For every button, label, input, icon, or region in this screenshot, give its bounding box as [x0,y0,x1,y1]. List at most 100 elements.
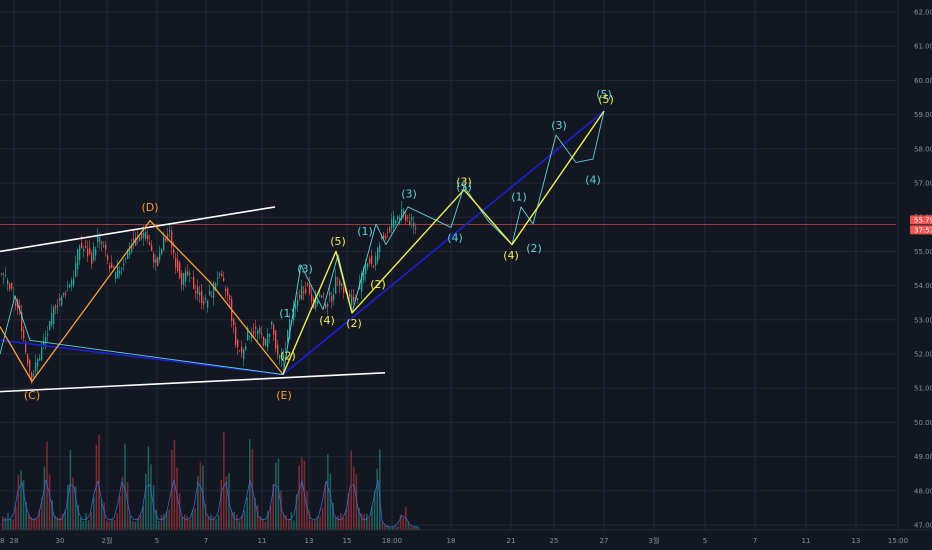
volume-bar [59,517,61,530]
candle-body [215,283,217,291]
x-tick-label: 25 [550,537,559,545]
volume-bar [116,512,118,530]
volume-bar [210,514,212,530]
candle-body [137,235,139,237]
volume-bar [254,497,256,530]
volume-bar [126,482,129,530]
candle-body [35,362,37,372]
volume-bar [384,525,386,530]
volume-bar [386,525,389,530]
candle-body [377,247,379,262]
volume-bar [67,484,69,530]
candle-body [397,216,399,220]
volume-bar [142,505,144,530]
volume-bar [134,521,137,530]
candle-body [283,354,285,360]
candle-body [407,217,409,219]
x-tick-label: 30 [56,537,65,545]
candle-body [135,237,137,246]
candle-body [123,263,125,266]
volume-bar [225,476,228,530]
candle-body [113,266,115,268]
candle-body [25,342,27,353]
x-tick-label: 11 [258,537,267,545]
volume-bar [233,512,235,530]
candle-body [165,238,167,241]
volume-bar [93,496,95,530]
volume-bar [285,515,287,530]
candle-body [169,230,171,232]
candle-body [65,293,67,295]
candle-body [279,355,281,359]
y-tick-label: 62.00 [914,9,932,17]
candle-body [233,319,235,326]
volume-bar [80,517,82,530]
volume-bar [262,518,264,530]
candle-body [311,293,313,302]
volume-bar [306,491,308,530]
y-tick-label: 51.00 [914,385,932,393]
x-tick-label: 18 [447,537,456,545]
candle-body [217,278,219,279]
volume-bar [371,506,373,530]
candle-body [149,242,151,246]
volume-bar [98,434,100,530]
volume-bar [38,511,40,530]
volume-bar [321,508,324,530]
volume-bar [20,470,22,530]
x-tick-label: 5 [703,537,707,545]
candle-body [317,301,319,304]
candle-body [319,294,321,297]
candle-body [367,263,369,268]
volume-bar [275,462,277,530]
x-tick-label: 18:00 [382,537,402,545]
volume-bar [64,511,66,530]
candle-body [261,332,263,335]
candle-body [353,297,355,301]
volume-bar [360,513,363,530]
volume-bar [43,466,46,530]
price-tags: 55.79 37:57 [910,215,932,234]
candle-body [205,298,207,300]
candle-body [277,345,279,356]
y-tick-label: 55.00 [914,248,932,256]
volume-bar [41,497,43,530]
candle-body [201,290,203,304]
candle-body [297,299,299,306]
candle-body [379,245,381,253]
candle-body [111,263,113,268]
wave-label: (4) [585,174,601,187]
volume-bar [129,515,131,530]
volume-bar [12,519,14,530]
candle-body [209,290,211,296]
candle-body [107,255,109,261]
candle-body [197,286,199,295]
volume-bar [181,517,183,530]
volume-bar [340,513,342,530]
x-tick-label: 21 [507,537,516,545]
volume-bar [54,515,56,530]
candle-body [75,263,77,277]
volume-bar [269,505,272,530]
candle-body [177,260,179,272]
candle-body [333,294,335,300]
volume-bar [9,519,12,530]
candle-body [223,277,225,281]
time-axis[interactable]: 28 30 2월 5 7 11 13 15 18:00 18 21 25 27 3월 5 7 11 13 15:00… [0,529,932,545]
volume-bar [407,521,410,530]
grid [0,0,899,530]
candle-body [363,266,365,281]
volume-bar [298,465,300,530]
wave-lines [0,110,605,383]
candle-body [241,346,243,353]
volume-bar [77,504,79,530]
candle-body [71,279,73,287]
y-tick-label: 54.00 [914,282,932,290]
volume-bar [48,474,51,530]
yellow-wave-line [282,110,605,375]
candle-body [61,296,63,306]
volume-bar [324,484,326,530]
volume-bar [397,526,399,530]
x-tick-label: 15 [343,537,352,545]
